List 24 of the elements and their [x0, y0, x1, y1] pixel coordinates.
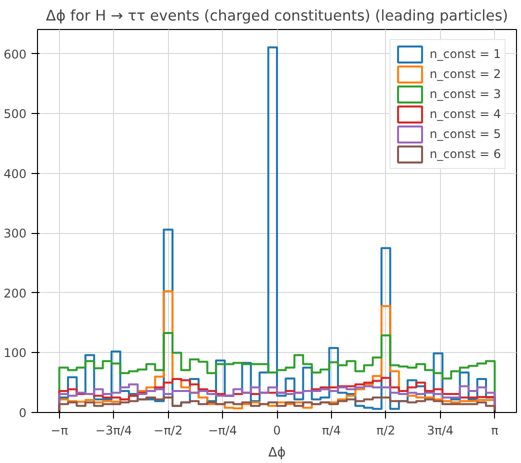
x-tick-label: π/4 — [322, 424, 341, 438]
x-tick-label: π/2 — [376, 424, 396, 438]
x-tick-label: 0 — [273, 424, 281, 438]
y-tick-label: 200 — [4, 286, 26, 300]
legend-label: n_const = 5 — [430, 127, 501, 141]
y-tick-label: 600 — [4, 48, 26, 62]
legend-label: n_const = 2 — [430, 67, 501, 81]
y-tick-label: 500 — [4, 107, 26, 122]
x-tick-label: −3π/4 — [95, 424, 132, 438]
x-tick-label: −π/2 — [154, 424, 183, 438]
y-tick-label: 0 — [18, 406, 27, 420]
y-tick-label: 400 — [4, 167, 26, 181]
x-tick-label: −π — [50, 424, 68, 438]
x-tick-label: π — [491, 424, 498, 438]
legend-label: n_const = 6 — [430, 147, 501, 161]
legend-label: n_const = 4 — [430, 107, 501, 121]
y-tick-label: 100 — [4, 346, 26, 360]
legend-label: n_const = 3 — [430, 87, 501, 101]
chart-title: Δϕ for H → ττ events (charged constituents) (leading particles) — [46, 8, 508, 24]
x-tick-label: 3π/4 — [427, 424, 454, 438]
x-axis-title: Δϕ — [268, 446, 286, 460]
legend-label: n_const = 1 — [430, 47, 501, 61]
y-tick-label: 300 — [4, 226, 26, 241]
x-tick-label: −π/4 — [208, 424, 238, 438]
